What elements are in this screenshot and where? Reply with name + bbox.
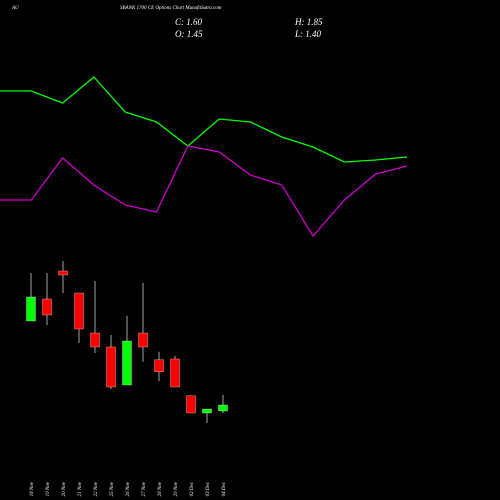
x-tick-label: 18 Nov <box>30 481 35 496</box>
symbol: AU <box>11 6 19 11</box>
x-tick-label: 26 Nov <box>126 481 131 496</box>
x-tick-label: 22 Nov <box>94 481 99 496</box>
candle-body <box>218 404 228 412</box>
candle-body <box>170 358 180 388</box>
low-info: L: 1.40 <box>294 29 322 39</box>
x-tick-label: 28 Nov <box>158 481 163 496</box>
candle-body <box>26 296 36 322</box>
candle-body <box>90 332 100 348</box>
candle-body <box>106 346 116 388</box>
x-tick-label: 20 Nov <box>62 481 67 496</box>
x-tick-label: 27 Nov <box>142 481 147 496</box>
x-tick-label: 25 Nov <box>110 481 115 496</box>
candle-body <box>154 359 164 372</box>
x-tick-label: 29 Nov <box>174 481 179 496</box>
x-tick-label: 04 Dec <box>222 481 227 496</box>
candle-body <box>138 332 148 348</box>
candle-body <box>122 340 132 386</box>
x-tick-label: 19 Nov <box>46 481 51 496</box>
x-tick-label: 21 Nov <box>78 481 83 496</box>
candle-body <box>186 395 196 414</box>
indicator-line <box>0 76 408 163</box>
candle-body <box>58 270 68 276</box>
close-info: C: 1.60 <box>175 17 203 27</box>
indicator-line <box>0 145 408 238</box>
chart-title: SBANK 1700 CE Options Chart MunafaSutra.… <box>120 6 222 11</box>
high-info: H: 1.85 <box>294 17 323 27</box>
candle-body <box>202 408 212 414</box>
x-tick-label: 03 Dec <box>206 481 211 496</box>
open-info: O: 1.45 <box>175 29 203 39</box>
x-tick-label: 02 Dec <box>190 481 195 496</box>
candle-body <box>42 298 52 316</box>
candle-body <box>74 292 84 330</box>
